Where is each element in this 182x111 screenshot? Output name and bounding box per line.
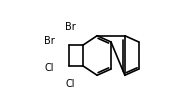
Text: Br: Br [65,22,75,32]
Text: Br: Br [44,36,54,46]
Text: Cl: Cl [45,63,54,73]
Text: Cl: Cl [65,79,75,89]
